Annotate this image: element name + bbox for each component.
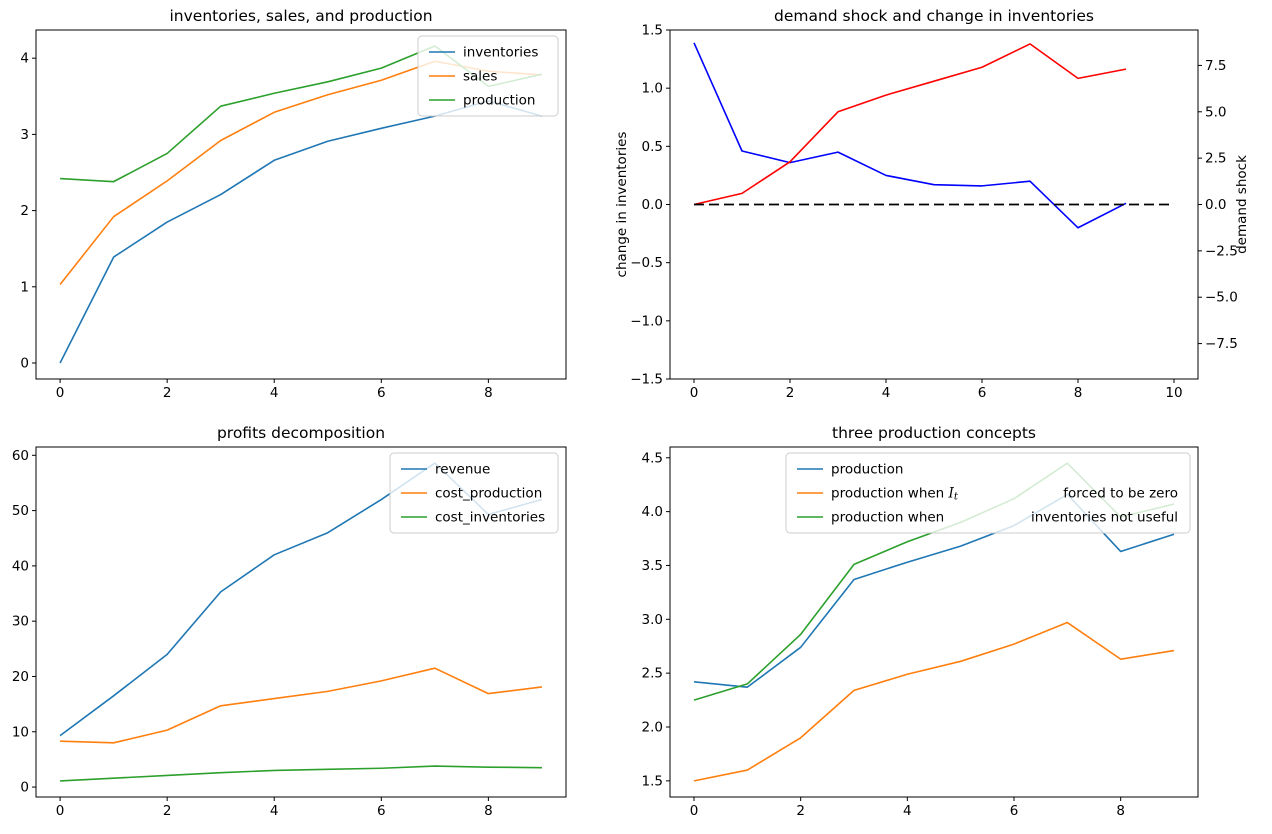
legend-label: sales — [463, 69, 497, 85]
y-axis-right: −7.5 −5.0 −2.5 0.0 2.5 5.0 7.5 — [1198, 58, 1238, 352]
chart-bottom-right: 0 2 4 6 8 1.5 2.0 2.5 3.0 3.5 4.0 4.5 three producti… — [642, 424, 1199, 819]
y-tick-label: −0.5 — [630, 255, 663, 271]
y-tick-label: 3.5 — [642, 558, 663, 574]
x-tick-label: 6 — [377, 385, 386, 401]
series-demand-shock — [693, 43, 1127, 206]
x-axis: 0 2 4 6 8 — [56, 797, 493, 819]
y-axis-left: −1.5 −1.0 −0.5 0.0 0.5 1.0 1.5 — [630, 23, 670, 388]
x-tick-label: 10 — [1165, 385, 1182, 401]
x-tick-label: 2 — [786, 385, 795, 401]
y-tick-label: 10 — [12, 724, 29, 740]
legend-label: production when — [831, 510, 944, 526]
x-tick-label: 8 — [484, 803, 493, 819]
x-axis: 0 2 4 6 8 — [56, 379, 493, 401]
y-tick-label: −7.5 — [1205, 336, 1238, 352]
y-tick-label: 1.0 — [642, 81, 663, 97]
y-axis-left: 0 10 20 30 40 50 60 — [12, 448, 36, 796]
left-axis-label: change in inventories — [614, 132, 630, 278]
x-tick-label: 6 — [978, 385, 987, 401]
y-tick-label: 0 — [20, 780, 29, 796]
series-cost-production — [60, 667, 543, 744]
y-tick-label: −1.0 — [630, 313, 663, 329]
x-tick-label: 4 — [903, 803, 912, 819]
y-tick-label: 1 — [20, 279, 29, 295]
series-production-when-i-t-forced-to-be-zero — [693, 621, 1175, 782]
y-tick-label: 2.0 — [642, 720, 663, 736]
chart-title: profits decomposition — [217, 424, 385, 442]
x-tick-label: 0 — [690, 385, 699, 401]
legend-label: production — [831, 462, 904, 478]
chart-title: three production concepts — [832, 424, 1036, 442]
x-tick-label: 8 — [484, 385, 493, 401]
y-tick-label: 30 — [12, 614, 29, 630]
x-axis: 0 2 4 6 8 10 — [690, 379, 1183, 401]
y-tick-label: 20 — [12, 669, 29, 685]
chart-title: inventories, sales, and production — [169, 7, 432, 25]
legend-label: production when It — [831, 486, 959, 503]
y-tick-label: −5.0 — [1205, 290, 1238, 306]
legend-label: cost_inventories — [435, 510, 545, 526]
y-tick-label: 2.5 — [642, 666, 663, 682]
chart-top-right: 0 2 4 6 8 10−1.5−1.0−0.50.00.51.01.5−7.5−5.0−… — [614, 7, 1250, 401]
legend-label: revenue — [435, 462, 490, 478]
y-tick-label: 60 — [12, 448, 29, 464]
y-tick-label: 1.5 — [642, 773, 663, 789]
legend-label-right: inventories not useful — [1031, 510, 1178, 526]
x-tick-label: 0 — [56, 803, 65, 819]
legend-label: production — [463, 93, 536, 109]
legend-label-right: forced to be zero — [1063, 486, 1178, 502]
x-tick-label: 6 — [377, 803, 386, 819]
legend-box — [417, 35, 559, 117]
y-tick-label: 2 — [20, 203, 29, 219]
y-tick-label: 7.5 — [1205, 58, 1226, 74]
y-tick-label: 3 — [20, 127, 29, 143]
legend: inventories sales production — [417, 35, 559, 117]
x-tick-label: 6 — [1010, 803, 1019, 819]
x-axis: 0 2 4 6 8 — [690, 797, 1125, 819]
y-tick-label: −1.5 — [630, 372, 663, 388]
y-tick-label: 4.0 — [642, 504, 663, 520]
x-tick-label: 4 — [270, 385, 279, 401]
y-tick-label: 1.5 — [642, 23, 663, 39]
y-tick-label: 0.0 — [642, 197, 663, 213]
y-tick-label: 2.5 — [1205, 151, 1226, 167]
x-tick-label: 4 — [882, 385, 891, 401]
x-tick-label: 2 — [163, 803, 172, 819]
right-axis-label: demand shock — [1234, 155, 1250, 254]
y-tick-label: 0.5 — [642, 139, 663, 155]
x-tick-label: 8 — [1074, 385, 1083, 401]
y-tick-label: 0.0 — [1205, 197, 1226, 213]
chart-title: demand shock and change in inventories — [774, 7, 1094, 25]
x-tick-label: 4 — [270, 803, 279, 819]
legend-label: inventories — [463, 45, 538, 61]
x-tick-label: 0 — [690, 803, 699, 819]
legend-box — [389, 452, 559, 534]
series-group — [693, 42, 1174, 229]
y-tick-label: 3.0 — [642, 612, 663, 628]
y-axis-left: 1.5 2.0 2.5 3.0 3.5 4.0 4.5 — [642, 450, 670, 789]
series-cost-inventories — [60, 765, 542, 782]
y-tick-label: 4.5 — [642, 450, 663, 466]
x-tick-label: 2 — [163, 385, 172, 401]
legend-label: cost_production — [435, 486, 542, 502]
chart-top-left: 0 2 4 6 8 0 1 2 3 4 inventories, sales, and produc… — [20, 7, 567, 401]
legend: revenue cost_production cost_inventories — [389, 452, 559, 534]
legend: production production when It forced to be… — [785, 452, 1191, 534]
y-tick-label: 0 — [20, 355, 29, 371]
x-tick-label: 8 — [1116, 803, 1125, 819]
y-tick-label: 4 — [20, 51, 29, 67]
y-tick-label: 40 — [12, 558, 29, 574]
legend-box — [785, 452, 1191, 534]
y-tick-label: 50 — [12, 503, 29, 519]
x-tick-label: 2 — [796, 803, 805, 819]
x-tick-label: 0 — [56, 385, 65, 401]
y-axis-left: 0 1 2 3 4 — [20, 51, 36, 371]
y-tick-label: −2.5 — [1205, 243, 1238, 259]
y-tick-label: 5.0 — [1205, 104, 1226, 120]
